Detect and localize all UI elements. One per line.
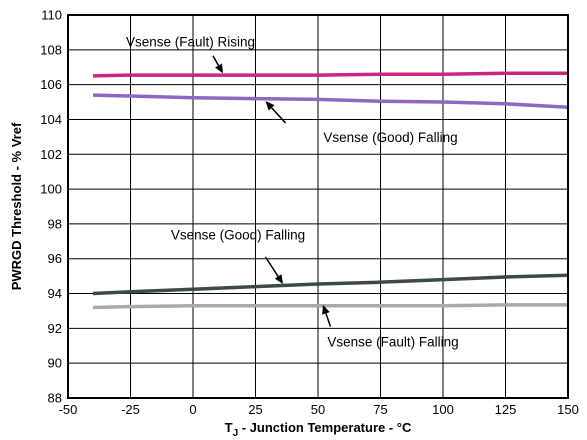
annotation-label: Vsense (Good) Falling [171, 228, 305, 243]
series-line [92, 273, 569, 296]
y-tick-label: 92 [48, 321, 62, 336]
plot-frame [67, 14, 569, 399]
series-lines [92, 71, 569, 310]
series-line [92, 71, 568, 78]
x-tick-label: 25 [248, 402, 262, 417]
x-tick-label: 75 [373, 402, 387, 417]
x-axis-label: TJ - Junction Temperature - °C [225, 420, 412, 439]
y-tick-label: 104 [40, 112, 62, 127]
x-tick-label: 100 [432, 402, 454, 417]
annotation-label: Vsense (Fault) Rising [126, 34, 255, 49]
annotation-arrow-head [322, 304, 330, 315]
y-tick-label: 102 [40, 147, 62, 162]
x-tick-label: -25 [121, 402, 140, 417]
x-tick-label: 50 [311, 402, 325, 417]
annotation-label: Vsense (Good) Falling [323, 130, 457, 145]
x-tick-label: 0 [189, 402, 196, 417]
y-tick-label: 96 [48, 251, 62, 266]
x-axis-label-subscript: J [233, 428, 239, 439]
y-tick-label: 108 [40, 42, 62, 57]
y-tick-label: 106 [40, 77, 62, 92]
x-axis-label-rest: - Junction Temperature - °C [238, 420, 412, 435]
series-line [92, 93, 569, 110]
y-tick-label: 94 [48, 286, 62, 301]
y-tick-labels: 88 90 92 94 96 98 100 102 104 106 108 110 [40, 8, 62, 406]
annotation-arrow-line [212, 55, 220, 66]
y-tick-label: 110 [41, 8, 62, 23]
annotation-label: Vsense (Fault) Falling [327, 335, 458, 350]
y-tick-label: 100 [40, 182, 62, 197]
annotations: Vsense (Fault) Rising Vsense (Good) Falli… [126, 34, 459, 349]
annotation-arrow-head [215, 63, 223, 74]
annotation-arrow-head [274, 274, 283, 284]
y-tick-label: 98 [48, 216, 62, 231]
series-line [92, 303, 568, 310]
x-tick-label: 125 [495, 402, 517, 417]
y-tick-label: 88 [48, 391, 62, 406]
annotation-arrow-head [265, 101, 275, 111]
x-axis-label-main: T [225, 420, 233, 435]
y-axis-label: PWRGD Threshold - % Vref [9, 122, 24, 290]
grid-lines [67, 14, 569, 399]
y-tick-label: 90 [48, 356, 62, 371]
x-tick-labels: -50 -25 0 25 50 75 100 125 150 [59, 402, 579, 417]
annotation-arrow-line [264, 256, 279, 277]
x-tick-label: 150 [557, 402, 579, 417]
annotation-arrow-line [271, 107, 287, 124]
annotation-arrow-line [325, 313, 332, 327]
x-tick-label: -50 [59, 402, 78, 417]
